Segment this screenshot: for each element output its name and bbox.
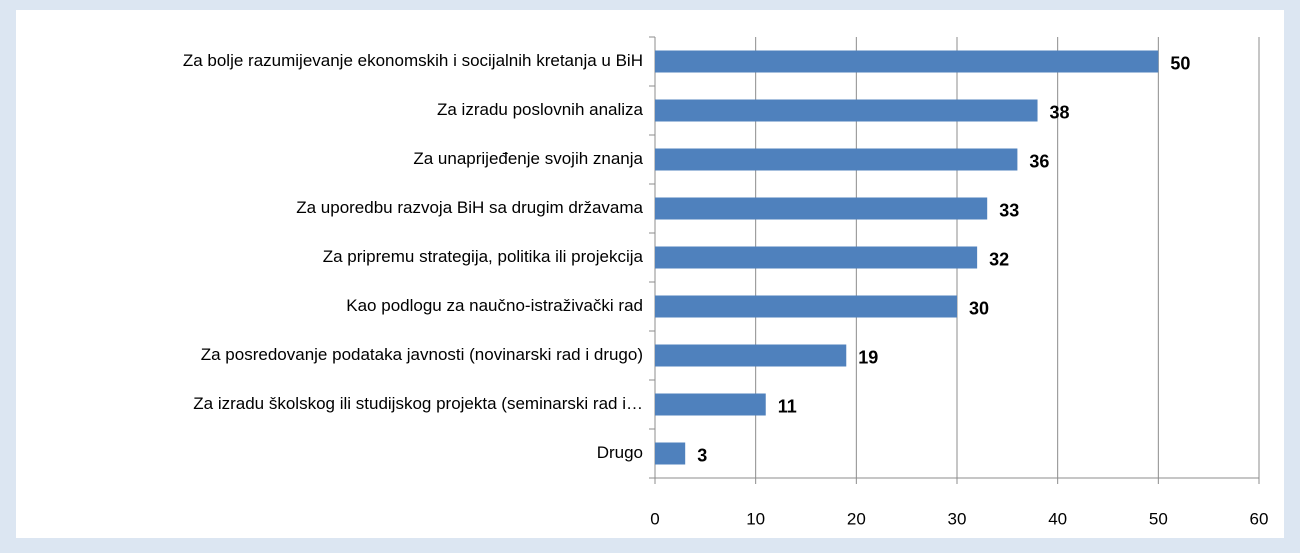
value-label: 33 — [999, 200, 1019, 220]
x-tick-label: 50 — [1149, 509, 1168, 528]
bar — [655, 393, 766, 416]
y-tick-label: Za uporedbu razvoja BiH sa drugim država… — [296, 198, 643, 217]
y-tick-label: Drugo — [597, 443, 643, 462]
x-tick-label: 30 — [948, 509, 967, 528]
value-label: 3 — [697, 445, 707, 465]
x-tick-label: 0 — [650, 509, 659, 528]
y-tick-label: Za bolje razumijevanje ekonomskih i soci… — [183, 51, 643, 70]
value-label: 32 — [989, 249, 1009, 269]
value-label: 30 — [969, 298, 989, 318]
bar — [655, 99, 1038, 122]
y-tick-label: Za pripremu strategija, politika ili pro… — [323, 247, 644, 266]
value-label: 11 — [778, 396, 797, 416]
plot-panel — [16, 10, 1284, 538]
x-tick-label: 60 — [1250, 509, 1269, 528]
bar — [655, 295, 957, 318]
bar — [655, 442, 686, 465]
bar — [655, 197, 988, 220]
bar — [655, 344, 847, 367]
y-tick-label: Za posredovanje podataka javnosti (novin… — [201, 345, 643, 364]
x-tick-label: 20 — [847, 509, 866, 528]
bar — [655, 50, 1159, 73]
value-label: 36 — [1029, 151, 1049, 171]
value-label: 50 — [1170, 53, 1190, 73]
y-tick-label: Za unaprijeđenje svojih znanja — [413, 149, 643, 168]
x-tick-label: 10 — [746, 509, 765, 528]
x-tick-label: 40 — [1048, 509, 1067, 528]
bar — [655, 246, 978, 269]
y-tick-label: Za izradu školskog ili studijskog projek… — [193, 394, 643, 413]
y-tick-label: Kao podlogu za naučno-istraživački rad — [346, 296, 643, 315]
value-label: 19 — [858, 347, 878, 367]
bar — [655, 148, 1018, 171]
y-tick-label: Za izradu poslovnih analiza — [437, 100, 644, 119]
value-label: 38 — [1050, 102, 1070, 122]
